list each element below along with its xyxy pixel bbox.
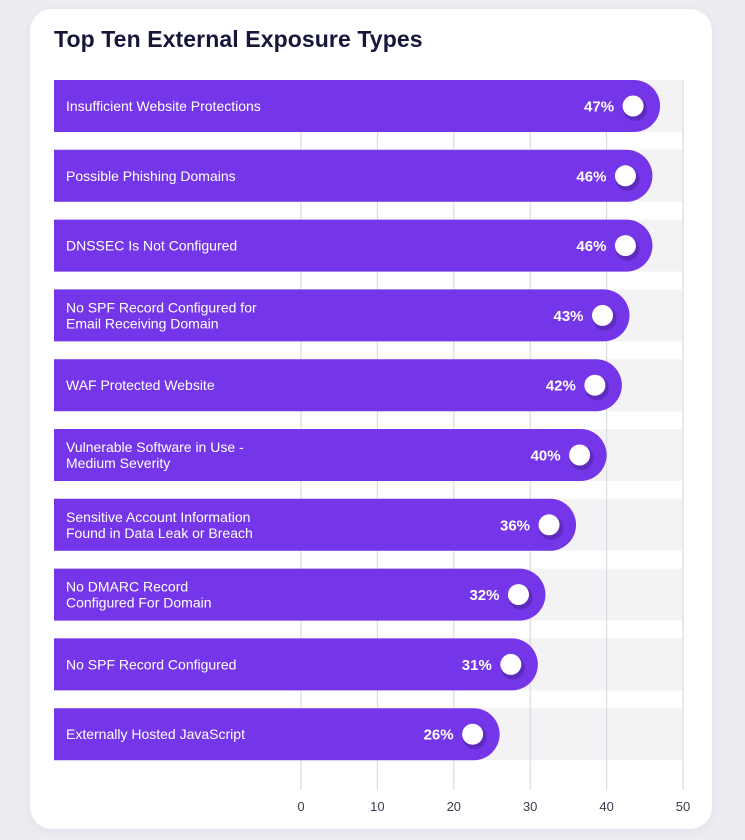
bar-end-dot — [614, 235, 636, 257]
bar — [54, 568, 546, 621]
bar — [54, 498, 577, 551]
x-tick-label: 50 — [676, 799, 690, 814]
category-label: No SPF Record Configured for Email Receiv… — [66, 299, 257, 331]
category-label: WAF Protected Website — [66, 377, 215, 393]
bar-row: Sensitive Account Information Found in Da… — [54, 498, 577, 551]
bar-row: WAF Protected Website 42% — [54, 359, 622, 412]
bar — [54, 638, 538, 691]
bar-end-dot — [592, 304, 614, 326]
bar — [54, 219, 653, 272]
bar-row: No DMARC Record Configured For Domain 32% — [54, 568, 546, 621]
value-label: 42% — [546, 378, 576, 395]
bar — [54, 289, 630, 342]
category-label: DNSSEC Is Not Configured — [66, 238, 237, 254]
x-tick-label: 30 — [523, 799, 537, 814]
value-label: 40% — [531, 448, 561, 465]
bar-row: Insufficient Website Protections 47% — [54, 80, 661, 132]
category-label: Insufficient Website Protections — [66, 98, 261, 114]
bar — [54, 429, 607, 481]
bar-end-dot — [569, 444, 591, 466]
bar-end-dot — [614, 165, 636, 187]
bar-row: No SPF Record Configured 31% — [54, 638, 538, 691]
value-label: 46% — [576, 238, 606, 255]
category-label: No SPF Record Configured — [66, 656, 236, 672]
bar-end-dot — [584, 374, 606, 396]
x-tick-label: 20 — [447, 799, 461, 814]
bar-row: Externally Hosted JavaScript 26% — [54, 708, 500, 761]
category-label: Possible Phishing Domains — [66, 168, 236, 184]
bar-row: Possible Phishing Domains 46% — [54, 149, 653, 202]
value-label: 26% — [424, 727, 454, 744]
bar-end-dot — [538, 514, 560, 536]
bar-end-dot — [622, 95, 644, 117]
bar-row: No SPF Record Configured for Email Receiv… — [54, 289, 630, 342]
x-tick-label: 10 — [370, 799, 384, 814]
bar-end-dot — [507, 584, 529, 606]
value-label: 32% — [469, 587, 499, 604]
category-label: Sensitive Account Information Found in Da… — [66, 509, 253, 541]
value-label: 46% — [576, 168, 606, 185]
bar — [54, 708, 500, 761]
bar — [54, 80, 661, 132]
bar — [54, 149, 653, 202]
value-label: 43% — [553, 308, 583, 325]
chart-card — [30, 9, 712, 829]
x-tick-label: 0 — [297, 799, 304, 814]
category-label: Externally Hosted JavaScript — [66, 726, 245, 742]
bar-end-dot — [462, 723, 484, 745]
category-label: Vulnerable Software in Use -Medium Sever… — [66, 439, 244, 471]
bar-row: Vulnerable Software in Use -Medium Sever… — [54, 429, 607, 481]
bar-end-dot — [500, 653, 522, 675]
bar-row: DNSSEC Is Not Configured 46% — [54, 219, 653, 272]
x-tick-label: 40 — [599, 799, 613, 814]
category-label: No DMARC Record Configured For Domain — [66, 579, 212, 611]
value-label: 47% — [584, 99, 614, 116]
chart-title: Top Ten External Exposure Types — [54, 26, 423, 52]
bar — [54, 359, 622, 412]
value-label: 31% — [462, 657, 492, 674]
value-label: 36% — [500, 517, 530, 534]
